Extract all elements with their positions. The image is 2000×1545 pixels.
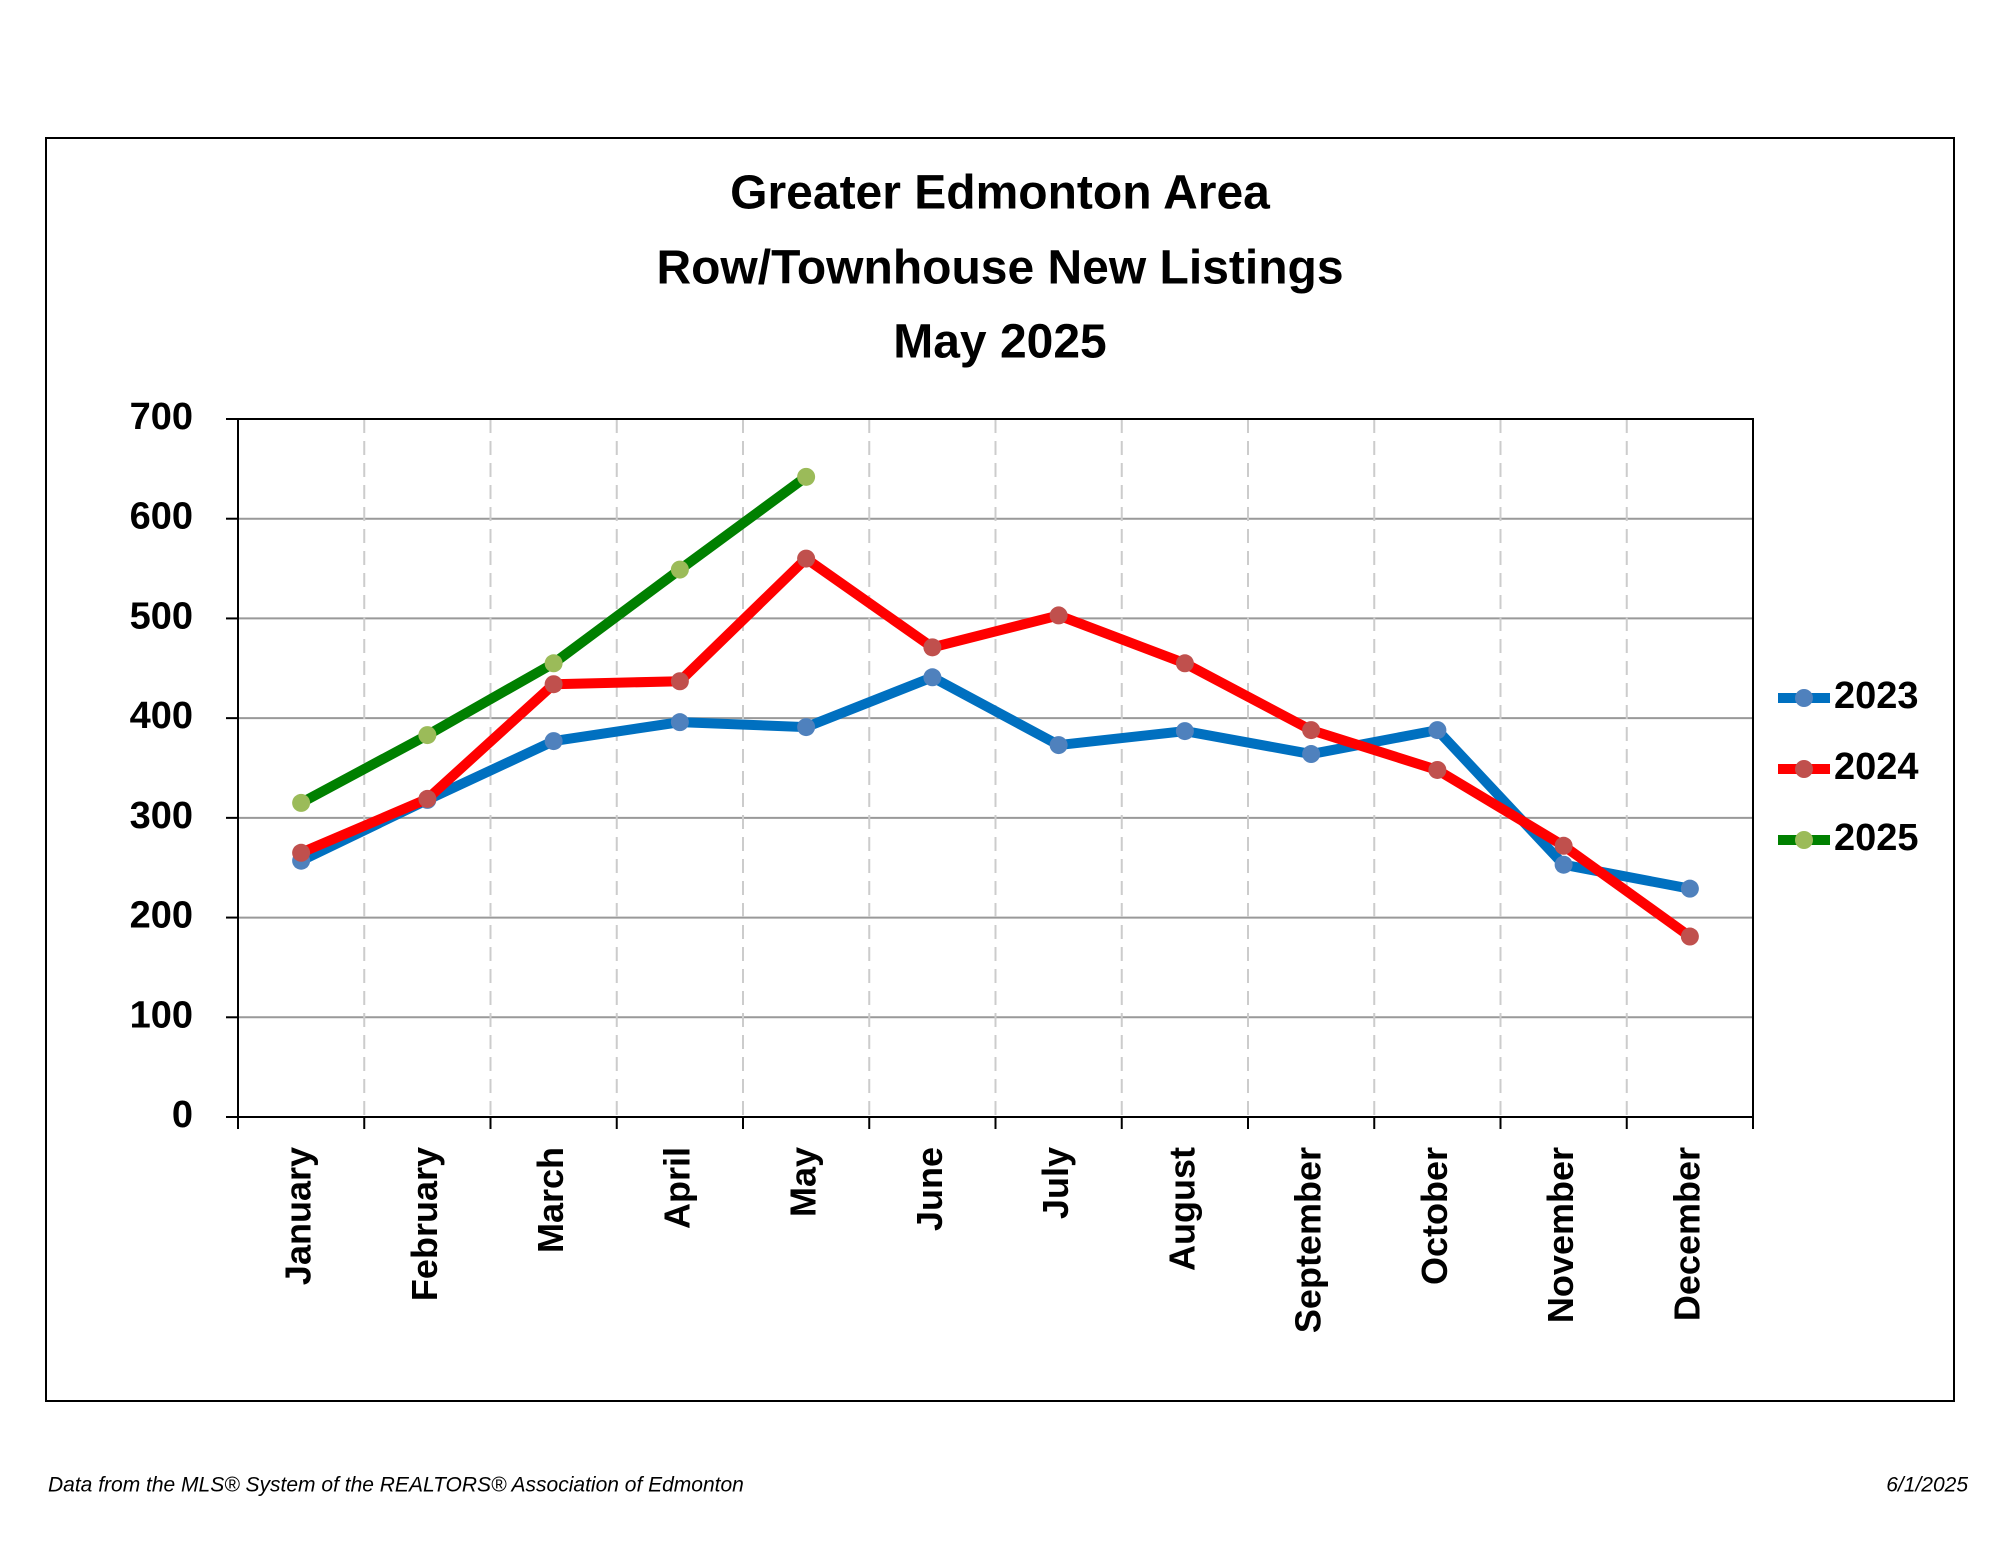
legend-marker — [1795, 760, 1813, 778]
x-tick-label: August — [1161, 1147, 1202, 1271]
date-note: 6/1/2025 — [1886, 1474, 1968, 1497]
data-point — [923, 638, 942, 657]
data-point — [544, 732, 563, 751]
data-point — [797, 467, 816, 486]
source-note: Data from the MLS® System of the REALTOR… — [48, 1474, 744, 1497]
data-point — [670, 560, 689, 579]
chart-title: Row/Townhouse New Listings — [656, 242, 1343, 295]
data-point — [1680, 879, 1699, 898]
x-tick-label: July — [1035, 1147, 1076, 1219]
plot-border — [237, 418, 1754, 1118]
x-tick-label: April — [656, 1147, 697, 1229]
data-point — [670, 713, 689, 732]
data-point — [418, 726, 437, 745]
legend-label: 2023 — [1834, 675, 1919, 717]
data-point — [1302, 721, 1321, 740]
data-point — [544, 654, 563, 673]
x-tick-label: November — [1540, 1147, 1581, 1323]
y-tick-label: 700 — [130, 396, 193, 438]
x-tick-label: January — [278, 1147, 319, 1285]
data-point — [292, 793, 311, 812]
x-tick-label: March — [530, 1147, 571, 1253]
data-point — [544, 675, 563, 694]
x-tick-label: October — [1414, 1147, 1455, 1285]
data-point — [1428, 760, 1447, 779]
chart-title: Greater Edmonton Area — [730, 167, 1270, 220]
data-point — [418, 789, 437, 808]
data-point — [1302, 745, 1321, 764]
y-tick-label: 600 — [130, 496, 193, 538]
data-point — [1428, 721, 1447, 740]
legend-marker — [1795, 689, 1813, 707]
chart-title: May 2025 — [893, 316, 1107, 369]
series-line — [298, 672, 1691, 894]
x-tick-label: September — [1288, 1147, 1329, 1333]
x-tick-label: February — [404, 1147, 445, 1301]
y-tick-label: 0 — [172, 1094, 193, 1136]
data-point — [797, 549, 816, 568]
legend-label: 2024 — [1834, 746, 1919, 788]
y-tick-label: 300 — [130, 795, 193, 837]
data-point — [292, 843, 311, 862]
data-point — [1554, 836, 1573, 855]
y-tick-label: 500 — [130, 595, 193, 637]
y-tick-label: 200 — [130, 895, 193, 937]
data-point — [1175, 722, 1194, 741]
data-point — [1049, 606, 1068, 625]
legend-label: 2025 — [1834, 817, 1919, 859]
data-point — [1175, 654, 1194, 673]
x-tick-label: December — [1666, 1147, 1707, 1321]
x-tick-label: June — [909, 1147, 950, 1231]
series-line — [299, 553, 1693, 941]
y-tick-label: 100 — [130, 994, 193, 1036]
data-point — [923, 668, 942, 687]
data-point — [1554, 855, 1573, 874]
x-tick-label: May — [783, 1147, 824, 1217]
data-point — [797, 718, 816, 737]
legend-marker — [1795, 831, 1813, 849]
data-point — [670, 672, 689, 691]
data-point — [1680, 927, 1699, 946]
y-tick-label: 400 — [130, 695, 193, 737]
data-point — [1049, 736, 1068, 755]
